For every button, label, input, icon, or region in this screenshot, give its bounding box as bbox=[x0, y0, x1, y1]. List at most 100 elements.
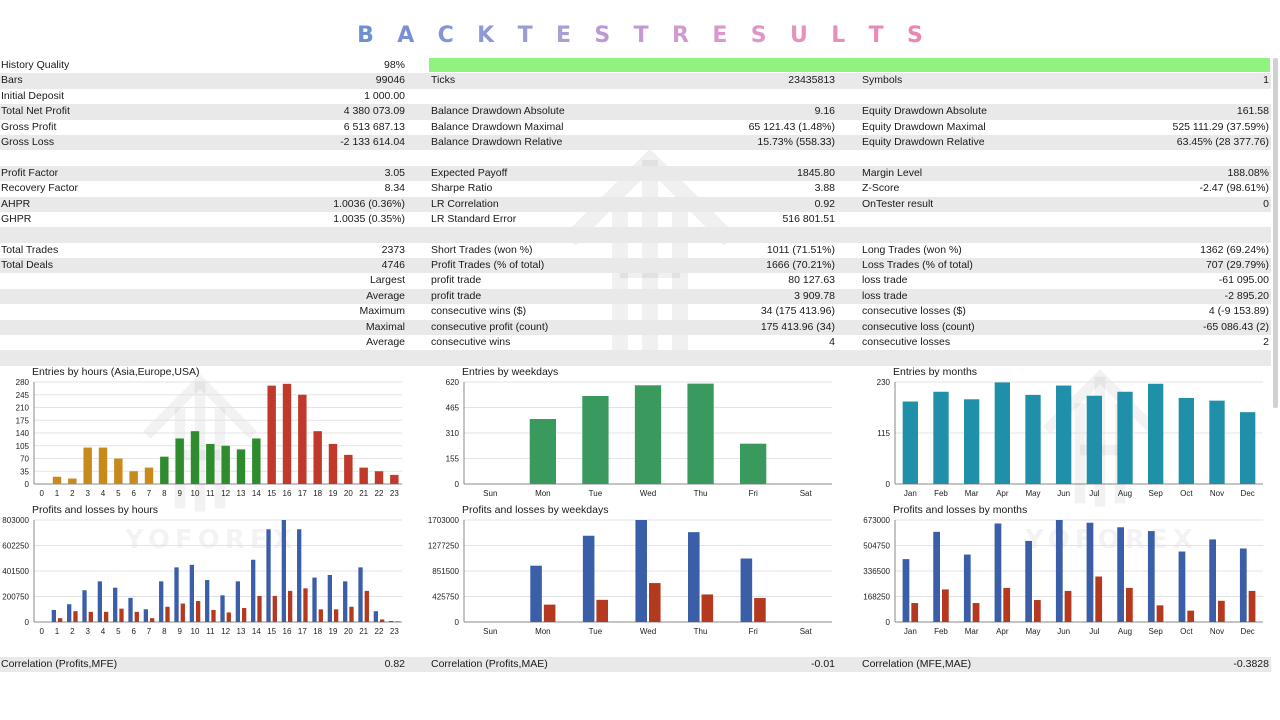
y-tick-label: 70 bbox=[20, 455, 29, 464]
chart-entries-by-months: Entries by months 0 115 230 Jan Feb Mar Apr May J… bbox=[861, 366, 1280, 502]
loss-bar bbox=[119, 608, 124, 622]
bar bbox=[206, 443, 215, 484]
x-tick-label: Mon bbox=[535, 489, 551, 498]
bar bbox=[1148, 383, 1164, 484]
x-tick-label: 9 bbox=[177, 627, 182, 636]
bar bbox=[129, 471, 138, 484]
x-tick-label: 2 bbox=[70, 489, 75, 498]
stat-label-2: Ticks bbox=[431, 74, 456, 87]
bar bbox=[144, 467, 154, 484]
x-tick-label: Jan bbox=[904, 489, 917, 498]
stat-value-3: 1 bbox=[1263, 74, 1269, 87]
loss-bar bbox=[1064, 590, 1072, 622]
stat-label-1: Total Deals bbox=[1, 259, 53, 272]
chart-title: Profits and losses by weekdays bbox=[462, 504, 609, 516]
x-tick-label: Dec bbox=[1241, 489, 1255, 498]
loss-bar bbox=[349, 606, 354, 622]
history-quality-value: 98% bbox=[383, 59, 405, 71]
stat-value-1: 4746 bbox=[381, 259, 405, 272]
x-tick-label: 11 bbox=[206, 489, 215, 498]
x-tick-label: Oct bbox=[1180, 489, 1193, 498]
y-tick-label: 0 bbox=[25, 618, 30, 627]
vertical-scrollbar[interactable] bbox=[1273, 58, 1278, 408]
x-tick-label: 17 bbox=[298, 627, 307, 636]
profit-bar bbox=[1117, 527, 1124, 622]
profit-bar bbox=[994, 523, 1002, 622]
chart-profits-losses-by-hours: Profits and losses by hours 0 200750 401500… bbox=[0, 504, 420, 640]
stats-table: History Quality 98% Bars 99046 Ticks 234358… bbox=[0, 58, 1271, 366]
y-tick-label: 175 bbox=[16, 416, 30, 425]
stat-label-1: Initial Deposit bbox=[1, 89, 65, 102]
correlation-profits-mae-value: -0.01 bbox=[811, 658, 835, 670]
stat-label-1: Recovery Factor bbox=[1, 182, 79, 195]
banner-letter: T bbox=[517, 23, 533, 48]
stat-label-2: Short Trades (won %) bbox=[431, 243, 533, 256]
y-tick-label: 336500 bbox=[863, 567, 890, 576]
x-tick-label: Sep bbox=[1149, 627, 1164, 636]
bar bbox=[68, 478, 77, 484]
stat-value-2: 34 (175 413.96) bbox=[760, 305, 835, 318]
x-tick-label: 3 bbox=[85, 489, 90, 498]
y-tick-label: 0 bbox=[455, 618, 460, 627]
profit-bar bbox=[1209, 539, 1216, 622]
stat-value-3: 188.08% bbox=[1227, 166, 1269, 179]
loss-bar bbox=[226, 612, 231, 622]
chart-title: Profits and losses by hours bbox=[32, 504, 159, 516]
stat-value-1: -2 133 614.04 bbox=[340, 135, 405, 148]
x-tick-label: Sun bbox=[483, 627, 497, 636]
stat-value-1: Maximum bbox=[359, 305, 405, 318]
profit-bar bbox=[113, 587, 118, 622]
x-tick-label: Jul bbox=[1089, 627, 1099, 636]
stat-label-2: profit trade bbox=[431, 274, 482, 287]
x-tick-label: 10 bbox=[191, 627, 200, 636]
history-quality-label: History Quality bbox=[1, 59, 70, 71]
stats-row: Profit Factor 3.05 Expected Payoff 1845.80 M… bbox=[0, 165, 1271, 182]
stats-row: Average consecutive wins 4 consecutive loss… bbox=[0, 335, 1271, 350]
y-tick-label: 425750 bbox=[432, 593, 459, 602]
x-tick-label: Nov bbox=[1210, 489, 1224, 498]
x-tick-label: 15 bbox=[267, 489, 276, 498]
loss-bar bbox=[1187, 610, 1195, 622]
x-tick-label: 1 bbox=[55, 627, 60, 636]
x-tick-label: 16 bbox=[283, 627, 292, 636]
loss-bar bbox=[596, 599, 608, 622]
x-tick-label: Sun bbox=[483, 489, 497, 498]
stats-row: Total Deals 4746 Profit Trades (% of total… bbox=[0, 258, 1271, 274]
y-tick-label: 115 bbox=[877, 429, 890, 438]
stat-label-3: loss trade bbox=[862, 274, 908, 287]
profit-bar bbox=[128, 597, 133, 622]
stat-label-3: Z-Score bbox=[862, 182, 900, 195]
stats-row: Gross Profit 6 513 687.13 Balance Drawdown… bbox=[0, 120, 1271, 135]
y-tick-label: 105 bbox=[16, 442, 30, 451]
x-tick-label: 14 bbox=[252, 627, 261, 636]
stat-label-3: Loss Trades (% of total) bbox=[862, 259, 973, 272]
stat-value-2: 65 121.43 (1.48%) bbox=[748, 120, 835, 133]
x-tick-label: Mon bbox=[535, 627, 551, 636]
chart-title: Entries by hours (Asia,Europe,USA) bbox=[32, 366, 200, 378]
stat-label-1: AHPR bbox=[1, 197, 31, 210]
x-tick-label: Aug bbox=[1118, 627, 1132, 636]
bar bbox=[390, 474, 399, 484]
stats-row: AHPR 1.0036 (0.36%) LR Correlation 0.92 OnTe… bbox=[0, 196, 1271, 212]
stat-value-2: 1666 (70.21%) bbox=[766, 259, 835, 272]
loss-bar bbox=[395, 621, 400, 622]
stat-value-2: 3 909.78 bbox=[794, 289, 835, 302]
bar bbox=[582, 395, 609, 484]
profit-bar bbox=[235, 581, 240, 622]
loss-bar bbox=[1095, 576, 1103, 622]
loss-bar bbox=[165, 606, 170, 622]
profit-bar bbox=[67, 604, 72, 622]
correlation-profits-mfe-value: 0.82 bbox=[384, 658, 405, 670]
correlation-row-container: Correlation (Profits,MFE) 0.82 Correlati… bbox=[0, 657, 1271, 673]
stat-value-2: 516 801.51 bbox=[782, 212, 835, 225]
loss-bar bbox=[303, 588, 308, 622]
correlation-mfe-mae-label: Correlation (MFE,MAE) bbox=[862, 658, 972, 670]
loss-bar bbox=[1126, 587, 1133, 622]
loss-bar bbox=[134, 611, 139, 622]
stat-value-1: 3.05 bbox=[384, 166, 405, 179]
profit-bar bbox=[189, 564, 194, 622]
chart-profits-losses-by-months: Profits and losses by months 0 168250 33650… bbox=[861, 504, 1280, 640]
y-tick-label: 280 bbox=[16, 378, 30, 387]
profit-bar bbox=[582, 535, 595, 622]
